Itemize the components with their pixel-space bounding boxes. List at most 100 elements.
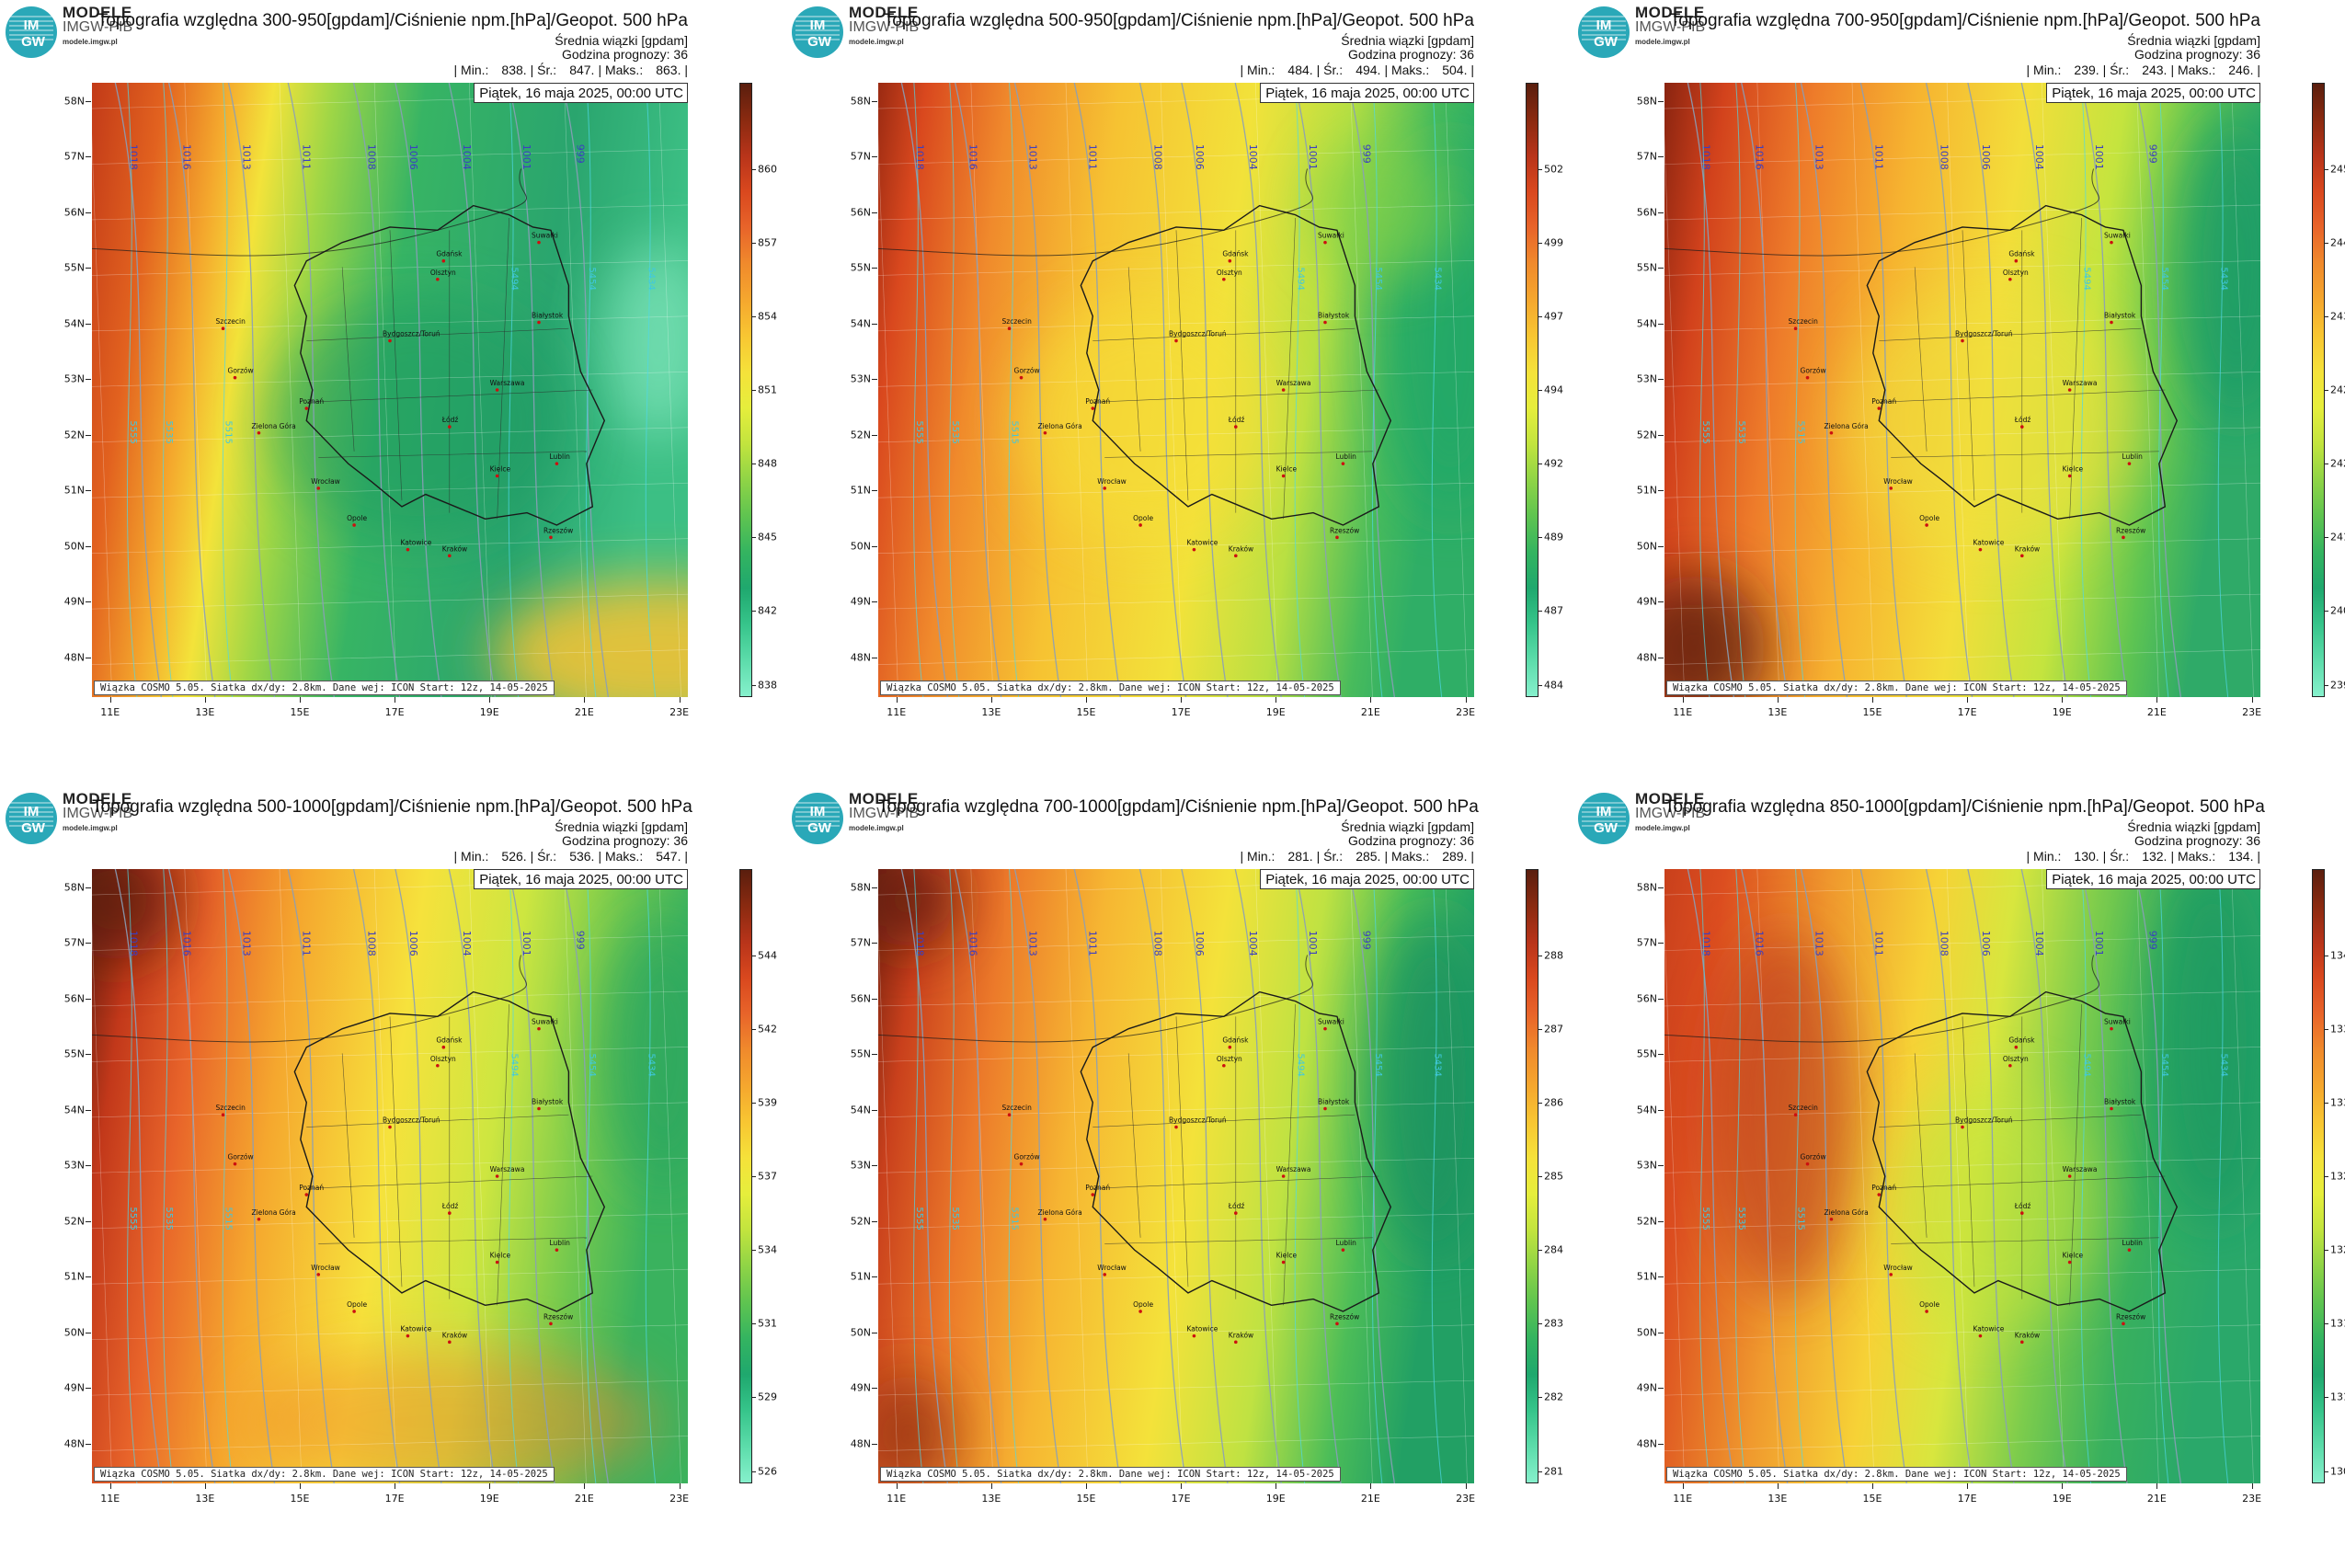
city-dot (1978, 1333, 1983, 1338)
country-border (293, 990, 606, 1312)
colorbar-tick (1539, 1471, 1542, 1472)
forecast-hour: Godzina prognozy: 36 (562, 833, 688, 848)
geopotential-line (645, 869, 657, 1483)
svg-text:IM: IM (24, 804, 40, 819)
geopotential-label: 5494 (509, 267, 520, 290)
longitude-tick (1465, 697, 1467, 703)
colorbar-tick-label: 242 (2330, 383, 2345, 396)
city-dot (495, 388, 499, 392)
longitude-label: 23E (1456, 1493, 1476, 1505)
latitude-label: 55N (63, 261, 85, 274)
field-patch (2177, 113, 2260, 421)
geopotential-label: 5535 (1736, 1207, 1746, 1230)
city-label: Olsztyn (1217, 1055, 1242, 1063)
forecast-hour: Godzina prognozy: 36 (1348, 833, 1474, 848)
panel-title: Topografia względna 500-950[gpdam]/Ciśni… (883, 11, 1474, 30)
city-dot (388, 1125, 392, 1129)
isobar-line (1741, 83, 1789, 697)
geopotential-line (1294, 869, 1306, 1483)
city-label: Opole (347, 1300, 367, 1309)
field-patch (1711, 930, 1856, 1299)
colorbar-tick-label: 284 (1544, 1243, 1563, 1256)
city-dot (441, 258, 446, 263)
colorbar (1526, 83, 1539, 697)
isobar-line (508, 83, 555, 697)
city-dot (316, 486, 321, 490)
isobar-label: 1008 (366, 144, 378, 170)
isobar-label: 999 (574, 931, 586, 950)
city-label: Kielce (1276, 465, 1298, 474)
field-map: 1018 1016 1013 1011 1008 1006 1004 1001 999 5555 5… (1664, 83, 2260, 697)
panel-title: Topografia względna 850-1000[gpdam]/Ciśn… (1664, 797, 2265, 817)
city-label: Białystok (532, 1098, 564, 1106)
latitude-label: 52N (850, 429, 871, 441)
colorbar-tick (2325, 315, 2328, 317)
latitude-label: 49N (1636, 595, 1657, 608)
city-label: Wrocław (1097, 1264, 1127, 1272)
city-label: Zielona Góra (1037, 422, 1081, 430)
city-dot (495, 1174, 499, 1178)
latitude-label: 50N (1636, 540, 1657, 553)
latitude-tick (1658, 1220, 1664, 1222)
valid-date: Piątek, 16 maja 2025, 00:00 UTC (474, 869, 688, 889)
geopotential-label: 5454 (587, 1053, 597, 1076)
stat-avg: 536. (569, 849, 595, 864)
isobar-line (1347, 869, 1396, 1483)
region-border (1092, 1175, 1379, 1189)
latitude-tick (1658, 379, 1664, 381)
city-dot (406, 547, 410, 552)
isobar-line (1073, 869, 1121, 1483)
parallel-line (878, 315, 1474, 332)
latitude-label: 55N (1636, 261, 1657, 274)
forecast-panel: IM GW MODELE IMGW-PIB modele.imgw.pl Topograf… (786, 786, 1563, 1568)
city-dot (1138, 1310, 1142, 1313)
region-border (1092, 327, 1356, 341)
city-dot (2122, 535, 2125, 540)
longitude-label: 23E (1456, 706, 1476, 718)
forecast-panel: IM GW MODELE IMGW-PIB modele.imgw.pl Topograf… (786, 0, 1563, 782)
parallel-line (1664, 935, 2260, 951)
colorbar-tick-label: 487 (1544, 604, 1563, 617)
geopotential-line (1431, 83, 1443, 697)
colorbar-tick-label: 132 (2330, 1243, 2345, 1256)
meridian-line (1851, 869, 1875, 1483)
coastline (1664, 955, 2099, 1043)
city-dot (2127, 462, 2132, 465)
geopotential-label: 5494 (2082, 1053, 2092, 1076)
longitude-label: 15E (290, 706, 310, 718)
geopotential-label: 5555 (128, 420, 138, 443)
region-border (306, 1114, 569, 1127)
latitude-label: 55N (1636, 1047, 1657, 1060)
latitude-tick (86, 212, 91, 213)
city-label: Białystok (2104, 312, 2136, 320)
latitude-tick (872, 998, 877, 1000)
region-border (1283, 217, 1296, 520)
latitude-tick (1658, 601, 1664, 603)
colorbar-tick-label: 534 (758, 1243, 777, 1256)
longitude-label: 19E (479, 1493, 499, 1505)
geopotential-label: 5535 (1736, 420, 1746, 443)
city-label: Bydgoszcz/Toruń (1169, 330, 1227, 338)
stat-max-label: | Maks.: (2170, 849, 2216, 864)
field-patch (604, 242, 688, 440)
latitude-label: 49N (63, 1381, 85, 1394)
city-dot (1961, 338, 1964, 343)
city-label: Kraków (1229, 1331, 1253, 1339)
longitude-tick (1181, 697, 1183, 703)
city-label: Kielce (2063, 465, 2084, 474)
city-label: Rzeszów (1330, 526, 1359, 534)
geopotential-line (1794, 83, 1806, 697)
geopotential-label: 5555 (1700, 420, 1710, 443)
city-label: Olsztyn (430, 269, 456, 277)
colorbar-tick-label: 287 (1544, 1023, 1563, 1036)
colorbar-tick (752, 611, 756, 612)
latitude-label: 49N (850, 595, 871, 608)
longitude-tick (896, 697, 898, 703)
city-dot (2127, 1248, 2132, 1252)
city-label: Szczecin (1789, 1104, 1819, 1112)
parallel-line (1664, 1102, 2260, 1118)
city-dot (1281, 1174, 1286, 1178)
city-label: Opole (1133, 514, 1153, 522)
isobar-label: 1013 (1813, 931, 1825, 956)
longitude-label: 21E (2146, 1493, 2167, 1505)
